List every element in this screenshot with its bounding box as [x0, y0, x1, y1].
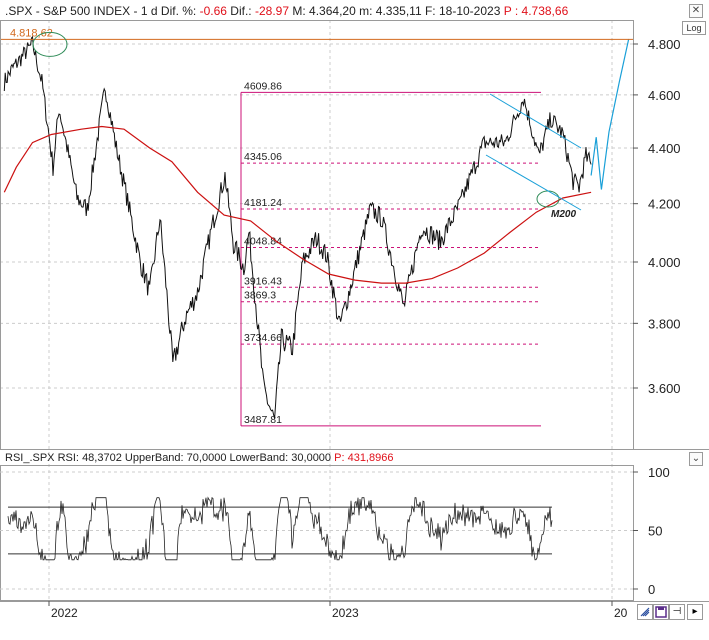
rsi-p-label: P: — [334, 452, 345, 464]
date-value: 18-10-2023 — [438, 4, 501, 18]
y-tick-label: 4.400 — [648, 141, 681, 156]
fib-level-label: 3916.43 — [244, 275, 282, 287]
ma200-touch-ellipse — [536, 190, 560, 208]
close-icon: ✕ — [691, 5, 701, 16]
ma200-series: M200 — [3, 125, 592, 284]
x-tick-label: 2022 — [51, 606, 78, 620]
rsi-y-tick-label: 0 — [648, 582, 655, 597]
axes: 4.800 4.600 4.400 4.200 4.000 3.800 3.600 2022 2… — [0, 20, 709, 620]
rsi-label: RSI: — [57, 452, 79, 464]
dif-pct-value: -0.66 — [199, 4, 227, 18]
instrument-name: S&P 500 INDEX — [43, 4, 131, 18]
max-value: 4.364,20 — [309, 4, 356, 18]
y-tick-label: 4.600 — [648, 88, 681, 103]
ma200-line — [3, 125, 592, 284]
rsi-y-tick-label: 100 — [648, 465, 670, 480]
x-tick-label: 2023 — [332, 606, 359, 620]
rsi-line — [7, 496, 553, 562]
rsi-panel-frame — [0, 465, 634, 601]
fib-level-label: 3869.3 — [244, 290, 276, 302]
fib-level-label: 4181.24 — [244, 197, 282, 209]
dif-value: -28.97 — [254, 4, 290, 18]
date-label: F: — [424, 4, 436, 18]
y-tick-label: 3.800 — [648, 316, 681, 331]
rsi-title: RSI_.SPX — [5, 452, 55, 464]
pin-button[interactable]: ⊣ — [669, 604, 685, 620]
lower-band-value: 30,0000 — [291, 452, 332, 464]
dif-pct-label: Dif. %: — [160, 4, 197, 18]
ma200-label: M200 — [551, 209, 576, 220]
price-panel-frame — [0, 20, 634, 450]
ath-label: 4.818,62 — [10, 27, 53, 39]
rsi-y-tick-label: 50 — [648, 524, 662, 539]
arrow-right-icon: ▸ — [692, 606, 698, 617]
upper-band-value: 70,0000 — [186, 452, 227, 464]
chart-header: .SPX - S&P 500 INDEX - 1 d Dif. %: -0.66… — [5, 4, 569, 18]
price-label: P : — [503, 4, 519, 18]
lower-band-label: LowerBand: — [229, 452, 289, 464]
zoom-icon — [640, 607, 650, 617]
ath-ellipse — [32, 31, 68, 57]
fib-level-label: 4345.06 — [244, 151, 282, 163]
rsi-panel: 100 50 0 — [0, 465, 670, 597]
symbol: .SPX — [5, 4, 33, 18]
channel-lines — [485, 38, 630, 211]
rsi-value: 48,3702 — [82, 452, 122, 464]
ath-line: 4.818,62 — [0, 27, 633, 57]
max-label: M: — [292, 4, 306, 18]
price-series — [3, 35, 592, 419]
fib-level-label: 4609.86 — [244, 80, 282, 92]
y-tick-label: 4.800 — [648, 37, 681, 52]
y-tick-label: 4.200 — [648, 197, 681, 212]
log-scale-toggle[interactable]: Log — [682, 21, 706, 35]
zoom-out-button[interactable] — [637, 604, 653, 620]
projection-path — [590, 38, 630, 190]
y-tick-label: 4.000 — [648, 255, 681, 270]
save-button[interactable] — [653, 604, 669, 620]
fib-level-label: 3734.66 — [244, 332, 282, 344]
upper-band-label: UpperBand: — [124, 452, 184, 464]
timeframe[interactable]: 1 d — [140, 4, 158, 18]
rsi-p-value: 431,8966 — [347, 452, 394, 464]
rsi-header: RSI_.SPX RSI: 48,3702 UpperBand: 70,0000… — [5, 452, 393, 464]
price-value: 4.738,66 — [521, 4, 569, 18]
close-chart-button[interactable]: ✕ — [689, 4, 703, 18]
rsi-settings-button[interactable]: ⌄ — [689, 452, 703, 466]
fib-level-label: 3487.81 — [244, 414, 282, 426]
dif-label: Dif.: — [230, 4, 252, 18]
y-tick-label: 3.600 — [648, 381, 681, 396]
price-grid — [0, 20, 633, 601]
log-label: Log — [686, 23, 702, 33]
next-button[interactable]: ▸ — [687, 604, 703, 620]
min-value: 4.335,11 — [375, 4, 422, 18]
min-label: m: — [359, 4, 373, 18]
price-line — [3, 35, 592, 419]
pin-icon: ⊣ — [672, 606, 682, 617]
save-icon — [655, 606, 667, 618]
channel-upper — [489, 93, 582, 149]
chevron-down-icon: ⌄ — [691, 453, 701, 464]
channel-lower — [485, 154, 582, 211]
x-tick-label: 20 — [614, 606, 628, 620]
